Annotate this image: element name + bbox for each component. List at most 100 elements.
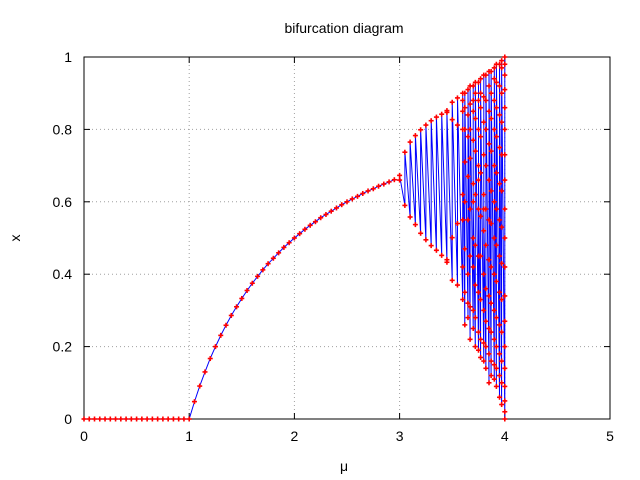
data-point <box>497 83 503 89</box>
data-point <box>481 192 487 198</box>
data-point <box>499 188 505 194</box>
data-point <box>465 87 471 93</box>
data-point <box>176 416 182 422</box>
data-point <box>465 315 471 321</box>
data-point <box>472 315 478 321</box>
data-point <box>499 402 505 408</box>
data-point <box>460 264 466 270</box>
y-tick-label: 0.4 <box>53 266 73 282</box>
data-point <box>486 380 492 386</box>
y-tick-label: 0.2 <box>53 339 73 355</box>
data-point <box>386 179 392 185</box>
data-point <box>81 416 87 422</box>
data-point <box>476 206 481 212</box>
x-tick-label: 1 <box>185 428 193 444</box>
data-point <box>481 94 487 100</box>
data-point <box>255 273 261 279</box>
data-point <box>92 416 98 422</box>
data-point <box>499 260 505 266</box>
data-point <box>286 240 292 246</box>
data-point <box>499 119 505 125</box>
data-point <box>483 72 489 78</box>
data-point <box>228 312 234 318</box>
data-point <box>407 214 413 220</box>
y-tick-label: 0 <box>64 411 72 427</box>
data-point <box>181 416 187 422</box>
data-point <box>502 398 508 404</box>
data-point <box>483 242 489 248</box>
data-point <box>476 329 481 335</box>
data-point <box>478 170 484 176</box>
data-point <box>491 97 497 103</box>
data-point <box>491 336 497 342</box>
data-point <box>502 152 508 158</box>
data-point <box>149 416 155 422</box>
data-point <box>488 188 494 194</box>
data-point <box>481 307 487 313</box>
data-point <box>170 416 176 422</box>
data-point <box>476 126 481 132</box>
data-point <box>481 340 487 346</box>
x-tick-label: 0 <box>80 428 88 444</box>
data-point <box>470 181 476 187</box>
data-point <box>202 369 208 375</box>
data-point <box>488 358 494 364</box>
y-tick-label: 1 <box>64 49 72 65</box>
data-point <box>472 116 478 122</box>
data-point <box>502 72 508 78</box>
data-point <box>381 181 387 187</box>
data-point <box>491 126 497 132</box>
data-point <box>478 354 484 360</box>
data-point <box>472 344 478 350</box>
data-point <box>328 208 334 214</box>
data-point <box>493 134 499 140</box>
data-point <box>360 190 366 196</box>
data-point <box>460 217 466 223</box>
data-point <box>478 336 484 342</box>
data-point <box>481 228 487 234</box>
data-point <box>483 344 489 350</box>
data-point <box>270 255 276 261</box>
data-point <box>491 235 497 241</box>
data-point <box>481 358 487 364</box>
data-point <box>478 105 484 111</box>
data-point <box>86 416 92 422</box>
data-point <box>497 61 503 67</box>
data-point <box>465 300 471 306</box>
data-point <box>302 226 308 232</box>
data-point <box>465 134 471 140</box>
data-point <box>197 383 203 389</box>
data-point <box>486 83 492 89</box>
data-point <box>493 315 499 321</box>
data-point <box>186 416 192 422</box>
data-point <box>497 351 503 357</box>
data-point <box>244 287 250 293</box>
data-point <box>478 90 484 96</box>
data-point <box>497 322 503 328</box>
data-point <box>454 95 460 101</box>
data-point <box>488 373 494 379</box>
data-point <box>472 90 478 96</box>
data-point <box>391 177 397 183</box>
data-point <box>493 365 499 371</box>
data-point <box>499 65 505 71</box>
data-point <box>470 97 476 103</box>
data-point <box>467 206 473 212</box>
x-tick-labels: 0 1 2 3 4 5 <box>80 428 614 444</box>
data-point <box>428 118 434 124</box>
data-point <box>113 416 119 422</box>
data-point <box>281 244 287 250</box>
data-point <box>491 376 497 382</box>
x-axis-label: μ <box>340 458 348 474</box>
data-point <box>418 230 424 236</box>
data-point <box>486 141 492 147</box>
data-point <box>493 242 499 248</box>
data-point <box>493 344 499 350</box>
data-point <box>470 235 476 241</box>
data-point <box>339 202 345 208</box>
data-point <box>493 383 499 389</box>
data-point <box>397 172 403 178</box>
data-point <box>493 105 499 111</box>
data-point <box>318 215 324 221</box>
x-tick-label: 2 <box>291 428 299 444</box>
